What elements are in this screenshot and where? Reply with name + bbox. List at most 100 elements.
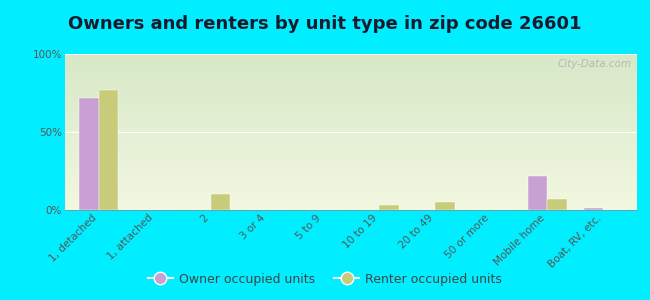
- Bar: [65, 123, 637, 124]
- Bar: [65, 96, 637, 98]
- Bar: [65, 166, 637, 168]
- Bar: [65, 172, 637, 174]
- Bar: [65, 94, 637, 96]
- Bar: [65, 197, 637, 199]
- Bar: [65, 196, 637, 197]
- Bar: [65, 60, 637, 62]
- Bar: [65, 63, 637, 65]
- Bar: [65, 107, 637, 109]
- Bar: [547, 199, 567, 210]
- Bar: [65, 205, 637, 207]
- Bar: [65, 149, 637, 151]
- Bar: [65, 79, 637, 80]
- Bar: [65, 71, 637, 73]
- Bar: [65, 74, 637, 76]
- Bar: [65, 158, 637, 160]
- Bar: [65, 143, 637, 145]
- Text: Owners and renters by unit type in zip code 26601: Owners and renters by unit type in zip c…: [68, 15, 582, 33]
- Bar: [65, 57, 637, 59]
- Bar: [65, 184, 637, 185]
- Bar: [65, 155, 637, 157]
- Bar: [65, 127, 637, 129]
- Bar: [65, 80, 637, 82]
- Bar: [65, 104, 637, 106]
- Bar: [65, 56, 637, 57]
- Bar: [65, 82, 637, 84]
- Bar: [65, 199, 637, 201]
- Bar: [65, 84, 637, 85]
- Bar: [65, 146, 637, 148]
- Bar: [528, 176, 547, 210]
- Bar: [65, 98, 637, 99]
- Bar: [211, 194, 231, 210]
- Bar: [65, 163, 637, 165]
- Bar: [65, 168, 637, 170]
- Bar: [65, 134, 637, 135]
- Bar: [65, 165, 637, 166]
- Bar: [65, 154, 637, 155]
- Bar: [65, 129, 637, 130]
- Bar: [65, 87, 637, 88]
- Bar: [65, 92, 637, 93]
- Bar: [379, 205, 398, 210]
- Bar: [65, 68, 637, 70]
- Bar: [65, 176, 637, 177]
- Bar: [65, 59, 637, 60]
- Bar: [65, 174, 637, 176]
- Bar: [65, 182, 637, 184]
- Bar: [65, 76, 637, 77]
- Bar: [99, 90, 118, 210]
- Bar: [65, 148, 637, 149]
- Bar: [65, 113, 637, 115]
- Bar: [65, 204, 637, 205]
- Bar: [65, 67, 637, 68]
- Bar: [65, 124, 637, 126]
- Bar: [65, 54, 637, 56]
- Bar: [65, 140, 637, 141]
- Bar: [65, 179, 637, 180]
- Bar: [65, 201, 637, 202]
- Bar: [65, 118, 637, 119]
- Bar: [65, 191, 637, 193]
- Bar: [65, 112, 637, 113]
- Bar: [65, 116, 637, 118]
- Bar: [65, 90, 637, 92]
- Text: City-Data.com: City-Data.com: [557, 59, 631, 69]
- Bar: [65, 141, 637, 143]
- Bar: [65, 169, 637, 171]
- Bar: [65, 77, 637, 79]
- Bar: [65, 190, 637, 191]
- Bar: [65, 145, 637, 146]
- Bar: [65, 115, 637, 116]
- Bar: [65, 157, 637, 158]
- Bar: [65, 130, 637, 132]
- Bar: [65, 171, 637, 172]
- Bar: [65, 202, 637, 204]
- Bar: [65, 62, 637, 63]
- Bar: [65, 70, 637, 71]
- Bar: [65, 65, 637, 67]
- Bar: [79, 98, 99, 210]
- Bar: [65, 101, 637, 102]
- Bar: [65, 162, 637, 163]
- Bar: [65, 85, 637, 87]
- Bar: [65, 99, 637, 101]
- Bar: [65, 180, 637, 182]
- Bar: [65, 188, 637, 190]
- Bar: [65, 135, 637, 137]
- Bar: [65, 160, 637, 162]
- Bar: [65, 187, 637, 188]
- Bar: [65, 88, 637, 90]
- Bar: [65, 207, 637, 208]
- Bar: [65, 109, 637, 110]
- Bar: [65, 110, 637, 112]
- Bar: [65, 73, 637, 74]
- Bar: [435, 202, 455, 210]
- Bar: [65, 151, 637, 152]
- Bar: [65, 106, 637, 107]
- Bar: [584, 208, 603, 210]
- Legend: Owner occupied units, Renter occupied units: Owner occupied units, Renter occupied un…: [143, 268, 507, 291]
- Bar: [65, 185, 637, 187]
- Bar: [65, 152, 637, 154]
- Bar: [65, 132, 637, 134]
